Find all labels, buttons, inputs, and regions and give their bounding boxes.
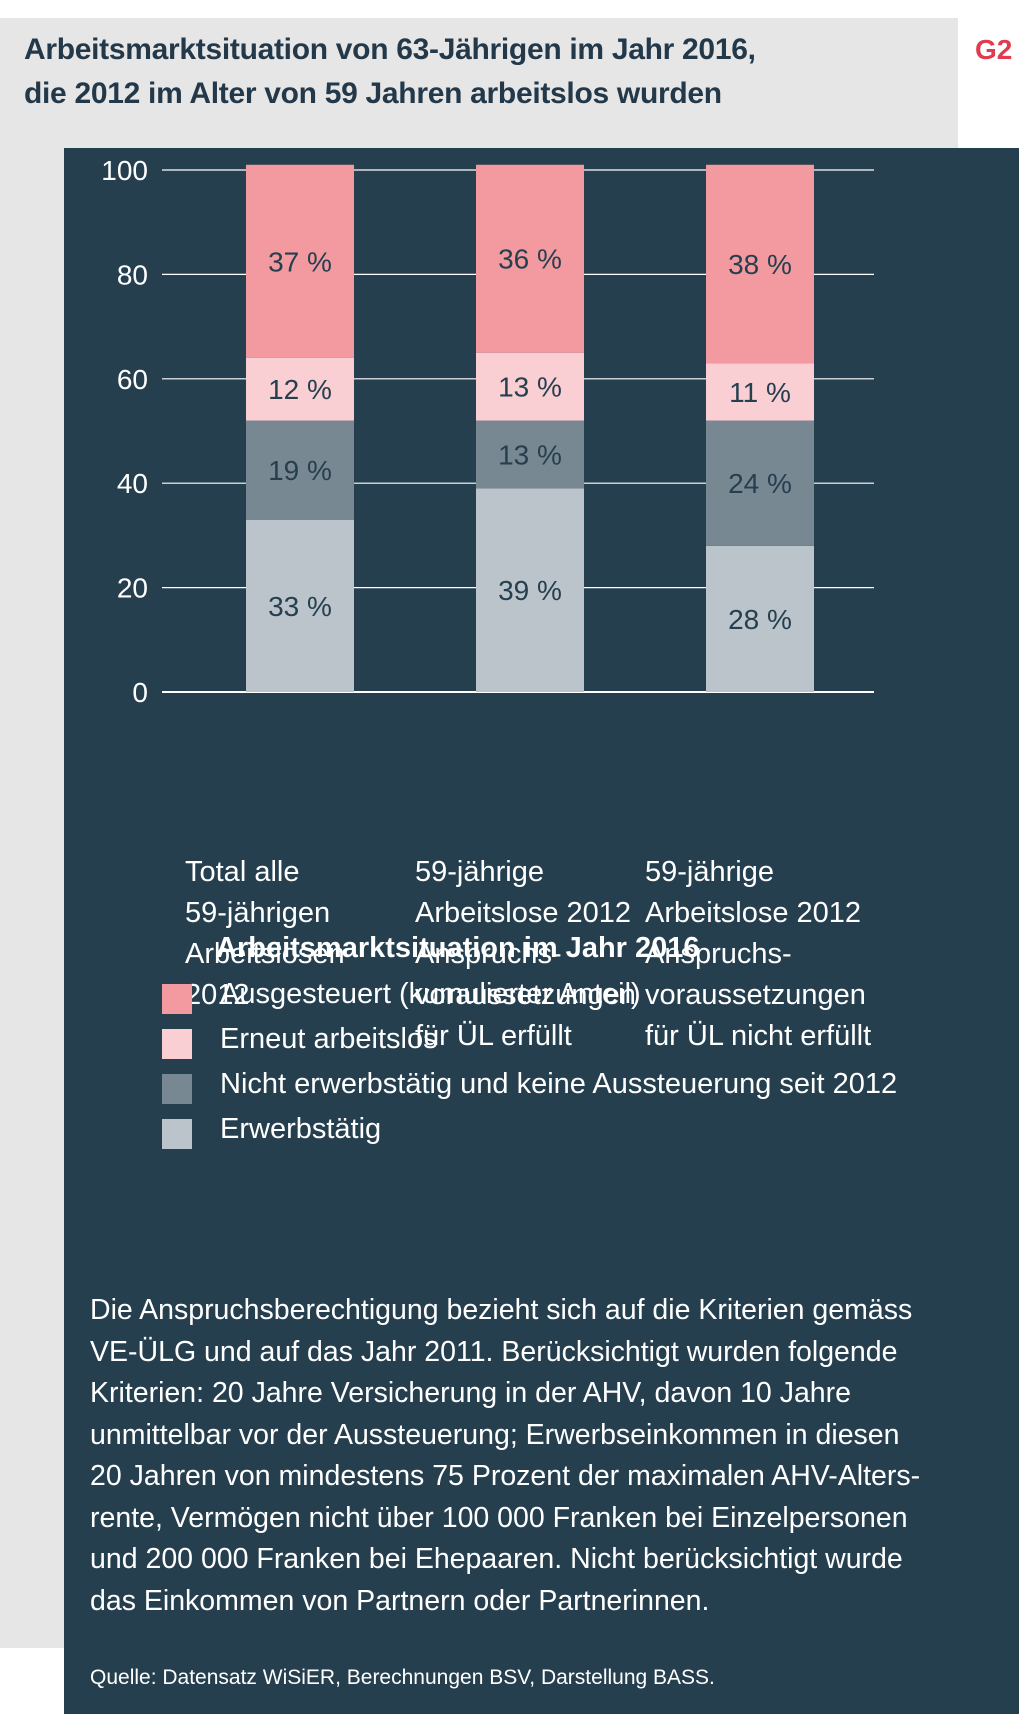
y-tick-label: 0 bbox=[132, 677, 148, 708]
source-note: Quelle: Datensatz WiSiER, Berechnungen B… bbox=[90, 1666, 715, 1689]
footnote-line: und 200 000 Franken bei Ehepaaren. Nicht… bbox=[90, 1543, 903, 1575]
data-label: 24 % bbox=[728, 468, 792, 499]
figure-label: G2 bbox=[975, 34, 1013, 65]
data-label: 36 % bbox=[498, 244, 562, 275]
legend-swatch bbox=[162, 1119, 192, 1149]
bar-segment bbox=[246, 420, 354, 520]
footnote-line: unmittelbar vor der Aussteuerung; Erwerb… bbox=[90, 1418, 900, 1451]
bar-segment bbox=[246, 357, 354, 421]
bar-segment bbox=[706, 164, 814, 364]
data-label: 39 % bbox=[498, 575, 562, 606]
data-label: 33 % bbox=[268, 591, 332, 622]
legend-label: Erneut arbeitslos bbox=[220, 1023, 438, 1055]
legend-label: Erwerbstätig bbox=[220, 1113, 382, 1145]
bar-segment bbox=[476, 488, 584, 692]
x-label-erfuellt: 59-jährige Arbeitslose 2012 Anspruchs- v… bbox=[415, 856, 636, 1052]
data-label: 11 % bbox=[729, 377, 791, 408]
bar-segment bbox=[476, 164, 584, 353]
data-label: 12 % bbox=[268, 374, 332, 405]
data-label: 38 % bbox=[728, 249, 792, 280]
footnote-line: 20 Jahren von mindestens 75 Prozent der … bbox=[90, 1460, 921, 1492]
footnote-line: das Einkommen von Partnern oder Partneri… bbox=[90, 1584, 710, 1617]
title-line-2: die 2012 im Alter von 59 Jahren arbeitsl… bbox=[24, 77, 722, 110]
y-tick-label: 20 bbox=[117, 573, 148, 604]
x-label-nicht-erfuellt: 59-jährige Arbeitslose 2012 Anspruchs- v… bbox=[645, 856, 872, 1052]
footnote-line: rente, Vermögen nicht über 100 000 Frank… bbox=[90, 1501, 908, 1534]
bar-segment bbox=[706, 420, 814, 546]
data-label: 28 % bbox=[728, 604, 792, 635]
y-tick-label: 80 bbox=[117, 259, 148, 290]
legend-label: Ausgesteuert (kumulierter Anteil) bbox=[220, 978, 641, 1010]
bar-segment bbox=[476, 352, 584, 421]
legend-title: Arbeitsmarktsituation im Jahr 2016 bbox=[216, 932, 700, 964]
footnote: Die Anspruchsberechtigung bezieht sich a… bbox=[90, 1290, 990, 1622]
data-label: 13 % bbox=[498, 439, 562, 470]
y-tick-label: 100 bbox=[101, 155, 148, 186]
chart-title: Arbeitsmarktsituation von 63-Jährigen im… bbox=[24, 28, 924, 116]
bar-segment bbox=[476, 420, 584, 489]
title-line-1: Arbeitsmarktsituation von 63-Jährigen im… bbox=[24, 33, 756, 66]
chart-panel: 0 20 40 60 80 100 33 % 19 % 12 % 37 % 39 % 13 % 13 %… bbox=[64, 148, 1019, 1714]
x-label-total: Total alle 59-jährigen Arbeitslosen 2012 bbox=[185, 856, 345, 1011]
footnote-line: Kriterien: 20 Jahre Versicherung in der … bbox=[90, 1377, 851, 1409]
data-label: 13 % bbox=[498, 372, 562, 403]
footnote-line: VE-ÜLG und auf das Jahr 2011. Berücksich… bbox=[90, 1335, 898, 1368]
footnote-line: Die Anspruchsberechtigung bezieht sich a… bbox=[90, 1294, 913, 1326]
legend-swatch bbox=[162, 984, 192, 1014]
bar-segment bbox=[246, 164, 354, 358]
y-tick-label: 60 bbox=[117, 364, 148, 395]
legend-swatch bbox=[162, 1074, 192, 1104]
legend-swatch bbox=[162, 1029, 192, 1059]
legend-label: Nicht erwerbstätig und keine Aussteuerun… bbox=[220, 1068, 898, 1100]
stacked-bar-chart: 0 20 40 60 80 100 33 % 19 % 12 % 37 % 39 % 13 % 13 %… bbox=[101, 155, 874, 708]
y-tick-label: 40 bbox=[117, 468, 148, 499]
bar-segment bbox=[246, 519, 354, 692]
data-label: 19 % bbox=[268, 455, 332, 486]
bar-segment bbox=[706, 363, 814, 421]
bar-segment bbox=[706, 545, 814, 692]
data-label: 37 % bbox=[268, 246, 332, 277]
